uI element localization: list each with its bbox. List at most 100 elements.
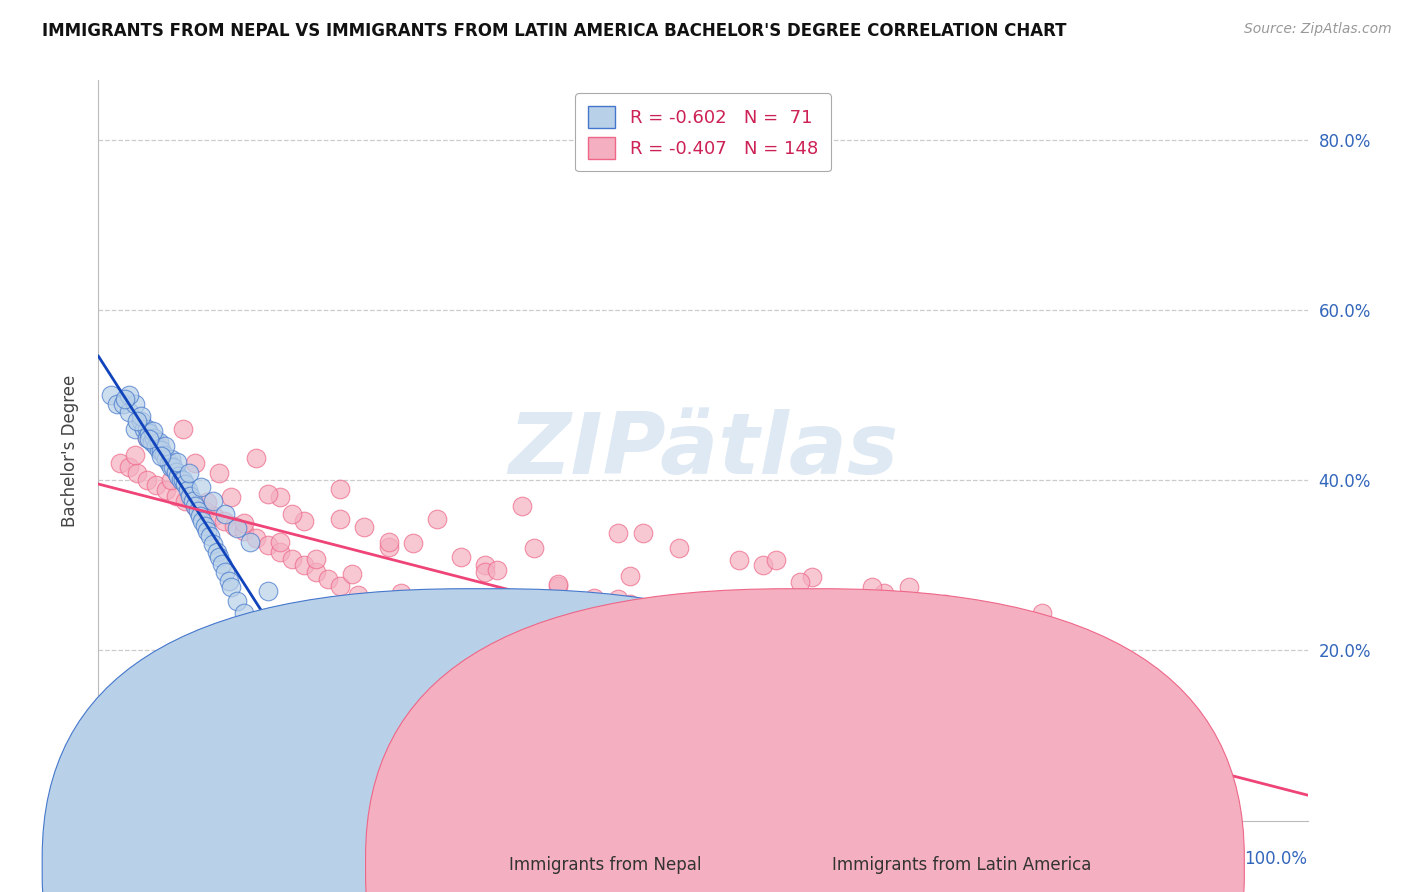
Point [184,499,207,513]
Point [704,616,727,631]
Point [529,673,551,688]
Point [165,489,187,503]
Point [437,633,460,648]
Point [934,714,956,729]
Point [305,551,328,566]
Point [184,456,207,470]
Point [167,469,190,483]
Point [232,524,254,539]
Point [644,602,666,616]
Point [212,514,235,528]
Point [329,579,352,593]
Point [450,549,472,564]
Point [204,508,226,523]
Point [111,397,134,411]
Point [329,512,352,526]
Point [138,433,160,447]
Point [873,585,896,599]
Point [118,460,141,475]
Point [486,618,509,632]
Point [384,607,406,621]
Point [214,508,236,522]
Point [202,537,225,551]
Point [946,778,969,792]
Point [1007,669,1029,683]
Point [728,596,751,610]
Point [239,534,262,549]
Point [160,473,183,487]
Point [135,431,157,445]
Point [281,613,304,627]
Point [143,431,166,445]
Point [195,495,218,509]
Point [208,467,231,481]
Point [813,694,835,708]
Point [100,388,122,402]
Point [565,688,588,702]
Point [269,677,291,691]
Point [188,508,211,523]
Point [329,482,352,496]
Point [510,499,533,513]
Point [172,422,194,436]
Point [191,514,214,528]
Point [934,598,956,612]
Point [135,422,157,436]
Point [150,443,173,458]
Point [728,553,751,567]
Point [218,574,240,588]
Point [492,657,515,672]
Point [619,568,641,582]
Point [134,422,156,436]
Point [1042,628,1064,642]
Point [292,558,315,573]
Point [1042,788,1064,802]
Y-axis label: Bachelor's Degree: Bachelor's Degree [60,375,79,526]
Point [305,565,328,579]
Legend: R = -0.602   N =  71, R = -0.407   N = 148: R = -0.602 N = 71, R = -0.407 N = 148 [575,93,831,171]
Point [105,397,128,411]
Point [202,493,225,508]
Point [269,490,291,504]
Point [860,581,883,595]
Point [752,682,775,697]
Point [221,581,243,595]
Point [994,723,1017,738]
Text: IMMIGRANTS FROM NEPAL VS IMMIGRANTS FROM LATIN AMERICA BACHELOR'S DEGREE CORRELA: IMMIGRANTS FROM NEPAL VS IMMIGRANTS FROM… [42,22,1067,40]
Point [165,465,187,479]
Point [523,541,546,556]
Point [752,558,775,573]
Point [198,529,221,543]
Point [172,473,194,487]
Point [194,519,217,533]
Point [226,521,249,535]
Point [970,781,993,796]
Point [256,487,278,501]
Point [934,669,956,683]
Point [263,665,285,680]
Point [347,588,370,602]
Text: ZIPätlas: ZIPätlas [508,409,898,492]
Point [1031,688,1053,702]
Point [897,581,920,595]
Point [124,397,146,411]
Point [873,767,896,781]
Text: 100.0%: 100.0% [1244,850,1308,868]
Point [837,648,859,663]
Point [607,526,630,541]
Point [1115,793,1137,807]
Point [583,694,606,708]
Point [179,467,201,481]
Point [1007,611,1029,625]
Point [281,508,304,522]
Point [402,615,425,630]
Point [583,643,606,657]
Point [187,504,209,518]
Point [765,630,787,644]
Point [1018,786,1040,800]
Point [366,598,388,612]
Point [256,538,278,552]
Point [208,549,231,564]
Point [160,460,183,475]
Point [456,641,478,656]
